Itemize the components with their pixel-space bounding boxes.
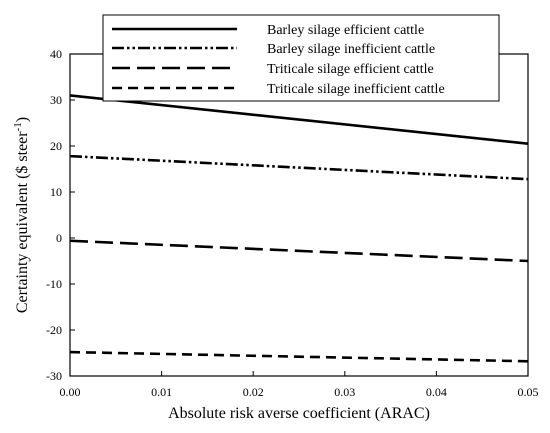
legend-label-4: Triticale silage inefficient cattle [267, 82, 445, 97]
y-axis-title: Certainty equivalent ($ steer-1) [12, 117, 31, 313]
x-tick-label: 0.01 [151, 385, 172, 399]
legend: Barley silage efficient cattle Barley sil… [102, 14, 500, 102]
y-tick-label: 40 [50, 47, 62, 61]
x-tick-label: 0.04 [426, 385, 447, 399]
y-tick-label: -10 [46, 277, 62, 291]
y-tick-label: 0 [56, 231, 62, 245]
y-tick-label: -20 [46, 323, 62, 337]
legend-label-3: Triticale silage efficient cattle [267, 62, 434, 77]
series-line-3 [69, 239, 529, 263]
y-axis-title-superscript: -1 [12, 122, 24, 131]
x-tick-label: 0.00 [60, 385, 81, 399]
y-axis-title-main: Certainty equivalent ($ steer [14, 131, 31, 313]
series-line-4 [69, 350, 529, 363]
y-tick-label: 20 [50, 139, 62, 153]
y-tick-label: -30 [46, 369, 62, 383]
x-axis-title: Absolute risk averse coefficient (ARAC) [168, 405, 430, 422]
x-tick-label: 0.03 [334, 385, 355, 399]
series-line-1 [69, 94, 529, 145]
x-tick-label: 0.05 [518, 385, 539, 399]
series-line-2 [69, 154, 529, 181]
x-tick-label: 0.02 [243, 385, 264, 399]
y-axis-title-close: ) [14, 117, 31, 122]
series-lines [69, 94, 529, 363]
x-axis-ticks: 0.00 0.01 0.02 0.03 0.04 0.05 [60, 371, 539, 399]
legend-label-2: Barley silage inefficient cattle [267, 42, 435, 57]
y-axis-ticks: -30 -20 -10 0 10 20 30 40 [46, 47, 75, 383]
y-tick-label: 30 [50, 93, 62, 107]
legend-label-1: Barley silage efficient cattle [267, 23, 424, 38]
y-tick-label: 10 [50, 185, 62, 199]
